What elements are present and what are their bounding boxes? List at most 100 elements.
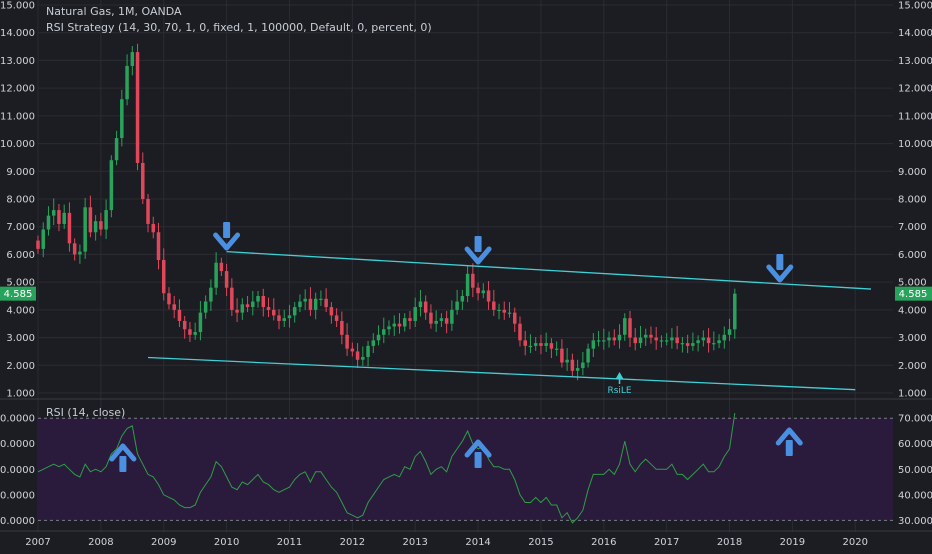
candle bbox=[581, 362, 585, 369]
y-tick-label-right: 9.000 bbox=[898, 167, 927, 178]
candle bbox=[607, 337, 611, 341]
candle bbox=[41, 229, 45, 249]
candle bbox=[654, 337, 658, 341]
candle bbox=[62, 212, 66, 224]
x-tick-label: 2017 bbox=[654, 537, 679, 548]
rsi-tick-label-right: 30.0000 bbox=[898, 516, 932, 527]
candle bbox=[141, 162, 145, 199]
candle bbox=[36, 240, 40, 249]
candle bbox=[523, 340, 527, 346]
candle bbox=[329, 307, 334, 316]
candle bbox=[575, 368, 580, 371]
candle bbox=[120, 99, 124, 139]
candle bbox=[696, 340, 700, 344]
candle bbox=[612, 337, 617, 341]
candle bbox=[602, 340, 606, 342]
y-tick-label-left: 6.000 bbox=[6, 250, 35, 261]
candle bbox=[340, 320, 344, 335]
candle bbox=[277, 315, 281, 321]
candle bbox=[125, 65, 129, 100]
rsi-band-fill bbox=[38, 418, 893, 521]
y-tick-label-left: 2.000 bbox=[6, 361, 35, 372]
x-tick-label: 2013 bbox=[402, 537, 427, 548]
candle bbox=[104, 210, 108, 230]
candle bbox=[717, 340, 721, 344]
candle bbox=[465, 273, 470, 296]
x-tick-label: 2011 bbox=[277, 537, 302, 548]
channel-lower-line bbox=[147, 356, 856, 391]
y-tick-label-left: 10.000 bbox=[0, 139, 35, 150]
candle bbox=[492, 301, 496, 310]
candle bbox=[240, 304, 245, 313]
candle bbox=[298, 301, 302, 308]
x-tick-label: 2015 bbox=[528, 537, 553, 548]
candle bbox=[680, 343, 685, 345]
candle bbox=[643, 334, 648, 338]
candle bbox=[649, 334, 653, 338]
up-arrow-icon bbox=[464, 439, 492, 468]
y-tick-label-left: 8.000 bbox=[6, 195, 35, 206]
rsi-band bbox=[38, 417, 893, 521]
candle bbox=[292, 307, 297, 316]
candle bbox=[565, 359, 569, 363]
rsi-tick-label-left: 70.0000 bbox=[0, 414, 35, 425]
y-tick-label-left: 12.000 bbox=[0, 84, 35, 95]
candle bbox=[371, 340, 376, 346]
candle bbox=[51, 210, 56, 216]
candle bbox=[596, 340, 601, 342]
candle bbox=[334, 315, 339, 321]
candle bbox=[507, 312, 512, 314]
candle bbox=[638, 337, 643, 344]
rsi-tick-label-left: 50.0000 bbox=[0, 465, 35, 476]
candle bbox=[135, 52, 140, 163]
candle bbox=[57, 210, 61, 224]
chart-title: Natural Gas, 1M, OANDA bbox=[46, 5, 182, 18]
x-tick-label: 2007 bbox=[25, 537, 50, 548]
candle bbox=[382, 329, 386, 335]
price-tag-left bbox=[0, 286, 36, 301]
y-tick-label-left: 1.000 bbox=[6, 389, 35, 400]
y-tick-label-left: 5.000 bbox=[6, 278, 35, 289]
candle bbox=[476, 287, 480, 294]
candle bbox=[481, 290, 486, 294]
candle bbox=[355, 351, 360, 360]
candle bbox=[324, 298, 328, 308]
x-tick-label: 2020 bbox=[843, 537, 868, 548]
price-tag-right bbox=[895, 286, 932, 301]
candle bbox=[130, 52, 135, 66]
candle bbox=[109, 160, 114, 211]
y-tick-label-left: 9.000 bbox=[6, 167, 35, 178]
candle bbox=[429, 312, 433, 324]
x-tick-label: 2014 bbox=[465, 537, 490, 548]
candle bbox=[701, 337, 706, 341]
candle bbox=[471, 273, 475, 288]
candle bbox=[214, 262, 218, 288]
candle bbox=[224, 271, 229, 288]
candle bbox=[245, 304, 250, 308]
candle bbox=[722, 334, 727, 341]
candle bbox=[282, 318, 286, 321]
candle bbox=[88, 207, 93, 233]
candle bbox=[539, 343, 543, 346]
y-tick-label-right: 3.000 bbox=[898, 333, 927, 344]
y-tick-label-right: 1.000 bbox=[898, 389, 927, 400]
candle bbox=[460, 296, 465, 302]
candle bbox=[439, 318, 444, 321]
candle bbox=[350, 348, 355, 352]
x-tick-label: 2008 bbox=[88, 537, 113, 548]
down-arrow-icon bbox=[766, 254, 794, 283]
candle bbox=[675, 337, 679, 344]
candle bbox=[670, 337, 674, 341]
candle bbox=[570, 359, 575, 371]
candle bbox=[549, 343, 554, 349]
x-tick-label: 2019 bbox=[780, 537, 805, 548]
candle bbox=[230, 287, 234, 310]
y-tick-label-right: 2.000 bbox=[898, 361, 927, 372]
candle bbox=[251, 301, 255, 308]
candle bbox=[685, 343, 690, 346]
rsi-tick-label-right: 60.0000 bbox=[898, 439, 932, 450]
candle bbox=[376, 334, 381, 341]
rsi-tick-label-left: 30.0000 bbox=[0, 516, 35, 527]
